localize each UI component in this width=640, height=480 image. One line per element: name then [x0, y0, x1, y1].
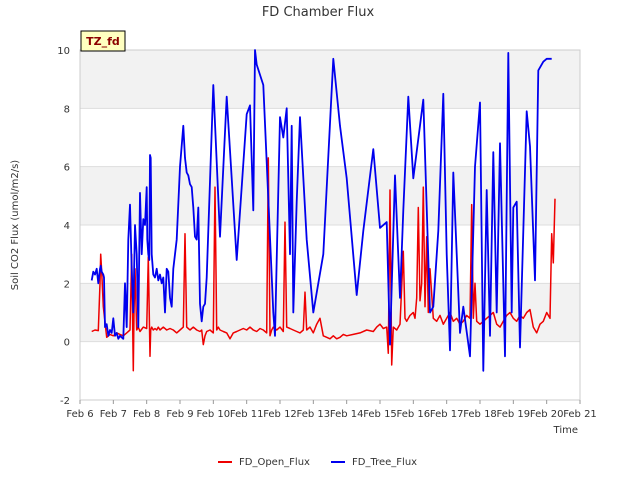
legend: FD_Open_Flux FD_Tree_Flux: [218, 457, 417, 468]
series-layer: [90, 49, 556, 372]
background-band: [80, 166, 580, 225]
y-tick-label: 8: [64, 104, 70, 115]
y-tick-layer: -2 0 2 4 6 8 10: [57, 46, 70, 407]
x-tick-label: Feb 19: [497, 409, 531, 420]
legend-label-tree: FD_Tree_Flux: [352, 457, 417, 468]
x-tick-label: Feb 13: [297, 409, 331, 420]
legend-label-open: FD_Open_Flux: [239, 457, 310, 468]
x-tick-label: Feb 10: [197, 409, 231, 420]
annotation-box: [80, 30, 126, 52]
x-tick-label: Feb 16: [397, 409, 431, 420]
x-tick-label: Feb 12: [263, 409, 297, 420]
x-tick-label: Feb 15: [363, 409, 397, 420]
annotation-text: TZ_fd: [86, 35, 120, 48]
y-tick-label: 0: [64, 338, 70, 349]
x-tick-label: Feb 9: [166, 409, 193, 420]
x-tick-layer: Feb 6 Feb 7 Feb 8 Feb 9 Feb 10 Feb 11 Feb 12 Fe…: [66, 400, 597, 420]
y-axis-title: Soil CO2 Flux (umol/m2/s): [10, 160, 21, 290]
background-band: [80, 50, 580, 109]
series-line-open-flux: [91, 157, 556, 372]
x-tick-label: Feb 21: [563, 409, 597, 420]
x-tick-label: Feb 6: [66, 409, 93, 420]
x-tick-label: Feb 18: [463, 409, 497, 420]
x-tick-label: Feb 17: [430, 409, 464, 420]
x-tick-label: Feb 14: [330, 409, 364, 420]
chart-title: FD Chamber Flux: [262, 5, 375, 20]
y-tick-label: 4: [64, 221, 70, 232]
y-tick-label: 6: [64, 163, 70, 174]
x-tick-label: Feb 7: [100, 409, 127, 420]
x-tick-label: Feb 8: [133, 409, 160, 420]
series-line-tree-flux: [90, 49, 552, 372]
y-tick-label: -2: [60, 396, 70, 407]
timezone-annotation: TZ_fd: [80, 30, 126, 52]
x-axis-title: Time: [553, 425, 578, 436]
y-tick-label: 2: [64, 279, 70, 290]
x-tick-label: Feb 11: [230, 409, 264, 420]
y-tick-label: 10: [57, 46, 70, 57]
plot-frame: [79, 49, 581, 401]
x-tick-label: Feb 20: [530, 409, 564, 420]
